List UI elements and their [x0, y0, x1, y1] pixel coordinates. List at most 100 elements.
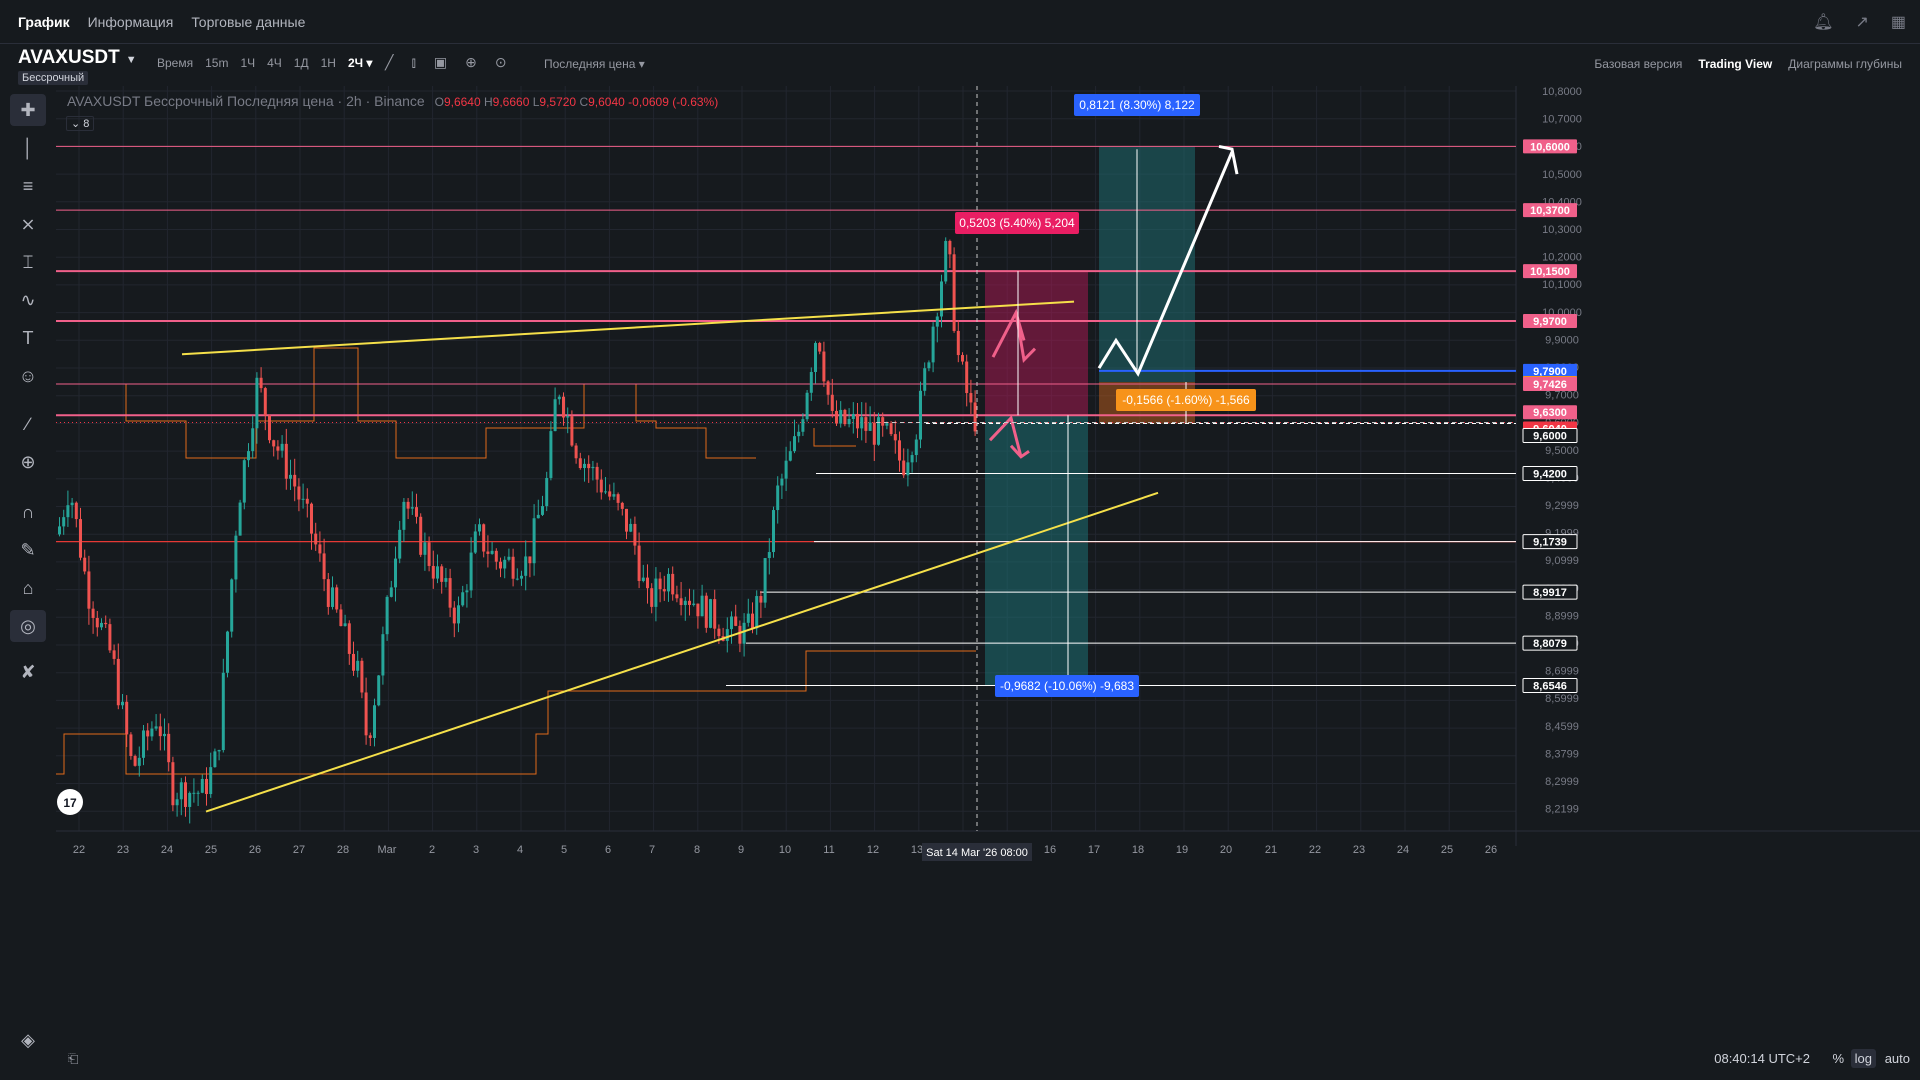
measure-orange-text: -0,1566 (-1.60%) -1,566 [1122, 393, 1250, 407]
path-icon[interactable]: ∿ [20, 289, 36, 310]
candle-body [452, 607, 456, 624]
candle-body [263, 388, 267, 416]
view-basic[interactable]: Базовая версия [1594, 57, 1683, 71]
candle-body [343, 623, 347, 627]
view-depth[interactable]: Диаграммы глубины [1788, 57, 1902, 71]
interval-1d[interactable]: 1Д [293, 56, 309, 70]
tab-info[interactable]: Информация [87, 13, 174, 30]
candle-body [461, 592, 465, 606]
candle-body [562, 396, 565, 418]
chart-canvas[interactable]: 10,800010,700010,600010,500010,400010,30… [56, 86, 1920, 1080]
interval-1w[interactable]: 1Н [320, 56, 336, 70]
candle-body [356, 660, 360, 671]
price-label-text: 9,1739 [1533, 537, 1567, 549]
candle-body [671, 573, 675, 595]
fullscreen-icon[interactable]: ↗ [1855, 14, 1869, 31]
candle-body [830, 394, 834, 411]
price-label-box [1522, 465, 1578, 481]
candle-body [520, 575, 523, 579]
candle-body [944, 240, 948, 282]
time-tick: 9 [738, 844, 744, 856]
text-icon[interactable]: T [22, 327, 34, 348]
candle-body [788, 451, 792, 461]
price-tick: 10,8000 [1542, 86, 1582, 98]
trash-icon[interactable]: ✘ [20, 661, 36, 682]
price-tick: 9,9000 [1545, 334, 1579, 346]
candle-body [591, 466, 595, 469]
time-axis[interactable]: 22 23 24 25 26 27 28 Mar 2 3 4 5 6 7 8 9 10 11 12 13 16 17 18 1… [73, 843, 1497, 861]
interval-2h[interactable]: 2Ч ▾ [347, 56, 373, 70]
vertical-line-icon[interactable]: │ [22, 137, 34, 158]
log-toggle[interactable]: log [1850, 1049, 1876, 1068]
candle-body [910, 455, 914, 463]
candle-body [402, 501, 406, 530]
candle-body [200, 778, 204, 793]
chart-area[interactable]: 10,800010,700010,600010,500010,400010,30… [56, 86, 1920, 1080]
ruler-icon[interactable]: ∕ [26, 413, 30, 434]
auto-toggle[interactable]: auto [1884, 1051, 1910, 1066]
candle-body [331, 587, 334, 607]
crosshair-icon[interactable]: ✚ [10, 94, 46, 126]
percent-toggle[interactable]: % [1832, 1051, 1844, 1066]
candle-body [877, 417, 880, 445]
interval-1h[interactable]: 1Ч [240, 56, 256, 70]
price-axis[interactable]: 10,800010,700010,600010,500010,400010,30… [1522, 86, 1582, 816]
indicators-icon[interactable]: ⫾ [411, 54, 416, 70]
layout-icon[interactable]: ▦ [1890, 14, 1906, 31]
candle-body [326, 579, 330, 607]
time-tick: 5 [561, 844, 567, 856]
candle-body [692, 603, 696, 605]
bell-icon[interactable]: 🔔︎ [1813, 14, 1834, 31]
price-label-text: 9,6300 [1533, 407, 1567, 419]
candle-body [839, 409, 843, 424]
candle-body [79, 519, 82, 558]
fib-lines-icon[interactable]: ≡ [22, 175, 34, 196]
pattern-icon[interactable]: ⨯ [20, 213, 36, 234]
settings-icon[interactable]: ⊙ [494, 54, 507, 70]
candle-body [184, 782, 187, 807]
price-tick: 10,1000 [1542, 279, 1582, 291]
lock-icon[interactable]: ⌂ [22, 577, 34, 598]
candle-body [780, 478, 784, 486]
symbol-selector[interactable]: AVAXUSDT ▼ [18, 47, 137, 69]
interval-time[interactable]: Время [157, 56, 194, 70]
candle-body [280, 443, 284, 451]
candle-body [868, 422, 872, 431]
candle-body [532, 518, 536, 564]
chart-type-icon[interactable]: ╱ [385, 54, 394, 70]
hide-drawings-icon[interactable]: ◎ [10, 610, 46, 642]
time-tick: 24 [161, 844, 173, 856]
measure-icon[interactable]: ⌶ [22, 251, 34, 272]
interval-4h[interactable]: 4Ч [267, 56, 282, 70]
candle-body [499, 561, 502, 569]
camera-icon[interactable]: ▣ [433, 54, 448, 70]
layers-icon[interactable]: ◈ [21, 1029, 35, 1050]
price-tick: 10,5000 [1542, 169, 1582, 181]
indicator-toggle[interactable]: ⌄ 8 [66, 116, 95, 131]
time-tick: 27 [293, 844, 305, 856]
magnet-icon[interactable]: ∩ [21, 501, 35, 522]
long-projection-path [1097, 151, 1234, 377]
time-tick: 24 [1397, 844, 1409, 856]
zoom-icon[interactable]: ⊕ [20, 451, 36, 472]
view-tradingview[interactable]: Trading View [1698, 57, 1773, 71]
candle-body [272, 440, 276, 447]
interval-15m[interactable]: 15m [205, 56, 229, 70]
candle-body [423, 542, 427, 555]
clock: 08:40:14 UTC+2 [1714, 1051, 1810, 1066]
price-tick: 10,7000 [1542, 114, 1582, 126]
price-type-select[interactable]: Последняя цена ▾ [544, 57, 645, 71]
top-tab-bar: График Информация Торговые данные 🔔︎ ↗ ▦ [0, 0, 1920, 44]
emoji-icon[interactable]: ☺ [18, 365, 38, 386]
goto-date-icon[interactable]: ⎗ [68, 1051, 79, 1066]
measure-red-text: 0,5203 (5.40%) 5,204 [959, 216, 1075, 230]
candle-body [478, 524, 481, 532]
pencil-lock-icon[interactable]: ✎ [20, 539, 36, 560]
tab-chart[interactable]: График [18, 13, 70, 30]
tab-trading-data[interactable]: Торговые данные [191, 13, 306, 30]
candle-body [255, 377, 259, 429]
add-icon[interactable]: ⊕ [465, 54, 477, 70]
candle-body [629, 523, 633, 532]
price-label-box [1522, 584, 1578, 600]
price-tick: 8,5999 [1545, 693, 1579, 705]
